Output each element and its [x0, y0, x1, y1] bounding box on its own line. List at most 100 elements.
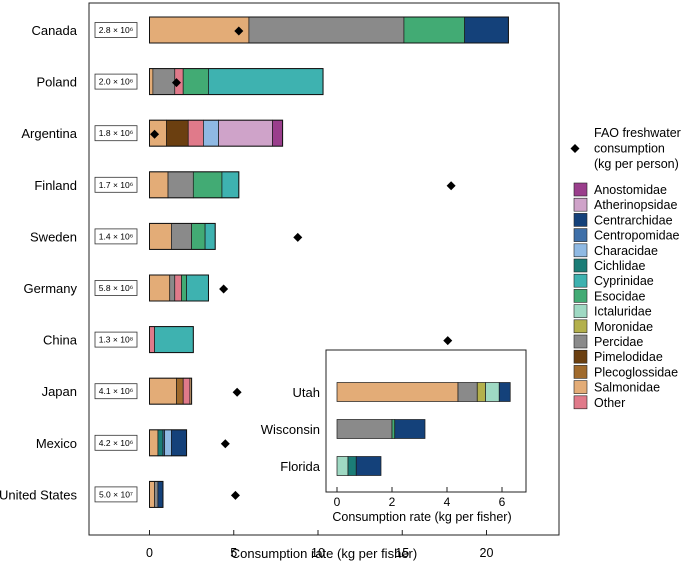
fisher-count-box — [94, 486, 138, 503]
main-x-axis: 0 5 10 15 20 — [146, 530, 493, 560]
bar-segment-germany-esocidae — [181, 274, 187, 302]
inset-segment-wisconsin-esocidae — [391, 419, 396, 439]
fao-legend-line: (kg per person) — [594, 157, 679, 171]
legend-item-anostomidae: Anostomidae — [573, 182, 667, 197]
x-tick-label-15: 15 — [395, 546, 409, 560]
fisher-count-sweden: 1.4 × 10⁶ — [94, 228, 138, 245]
bar-sweden — [149, 222, 216, 250]
fisher-count-text: 5.0 × 10⁷ — [99, 489, 133, 499]
legend-item-centropomidae: Centropomidae — [573, 228, 680, 243]
bar-segment-canada-esocidae — [403, 16, 465, 44]
inset-x-tick-label-2: 2 — [389, 495, 396, 509]
bar-china — [149, 326, 194, 354]
legend-swatch-cichlidae — [573, 258, 588, 273]
fao-diamond-united-states — [230, 490, 240, 500]
bar-outline-germany — [149, 274, 209, 302]
bar-segment-argentina-anostomidae — [272, 119, 283, 147]
x-tick-label-20: 20 — [480, 546, 494, 560]
fisher-count-argentina: 1.8 × 10⁶ — [94, 125, 138, 142]
main-bars — [149, 16, 509, 508]
fisher-count-box — [94, 125, 138, 142]
legend-label-percidae: Percidae — [594, 335, 643, 349]
bar-outline-united-states — [149, 480, 164, 508]
legend-label-cyprinidae: Cyprinidae — [594, 274, 654, 288]
fisher-count-box — [94, 73, 138, 90]
legend-swatch-moronidae — [573, 319, 588, 334]
fisher-count-text: 1.8 × 10⁶ — [99, 128, 133, 138]
country-label-germany: Germany — [24, 281, 78, 296]
bar-segment-argentina-other — [187, 119, 204, 147]
country-label-finland: Finland — [34, 178, 77, 193]
bar-outline-sweden — [149, 222, 216, 250]
fisher-count-text: 2.0 × 10⁶ — [99, 77, 133, 87]
bar-segment-mexico-salmonidae — [149, 429, 159, 457]
fao-legend-line: consumption — [594, 142, 665, 156]
legend-label-esocidae: Esocidae — [594, 289, 645, 303]
inset-segment-wisconsin-percidae — [336, 419, 393, 439]
fisher-count-germany: 5.8 × 10⁶ — [94, 280, 138, 296]
bar-segment-poland-cyprinidae — [208, 68, 324, 95]
legend-swatch-anostomidae — [573, 182, 588, 197]
legend-swatch-ictaluridae — [573, 304, 588, 318]
fao-diamond-sweden — [293, 232, 303, 242]
country-label-mexico: Mexico — [36, 436, 77, 451]
legend-item-atherinopsidae: Atherinopsidae — [573, 197, 677, 212]
legend-item-centrarchidae: Centrarchidae — [573, 213, 673, 227]
legend-label-pimelodidae: Pimelodidae — [594, 350, 663, 364]
legend-swatch-centrarchidae — [573, 213, 588, 227]
state-label-florida: Florida — [280, 459, 321, 474]
fisher-count-finland: 1.7 × 10⁶ — [94, 176, 138, 193]
fisher-count-canada: 2.8 × 10⁶ — [94, 22, 138, 38]
fao-diamond-poland — [171, 78, 181, 88]
country-label-sweden: Sweden — [30, 229, 77, 244]
bar-segment-japan-plecoglossidae — [176, 377, 184, 405]
inset-bar-utah — [336, 382, 511, 402]
bar-outline-japan — [149, 377, 193, 405]
fisher-count-box — [94, 383, 138, 400]
main-plot-frame — [88, 2, 560, 536]
bar-outline-argentina — [149, 119, 284, 147]
bar-segment-united-states-centrarchidae — [157, 481, 164, 508]
inset-x-axis: 0 2 4 6 — [334, 487, 506, 509]
bar-segment-poland-salmonidae — [149, 68, 154, 95]
fao-diamond-china — [443, 336, 453, 346]
bar-outline-poland — [149, 68, 324, 96]
bar-segment-argentina-characidae — [203, 119, 219, 147]
bar-segment-sweden-esocidae — [191, 223, 206, 250]
bar-segment-united-states-salmonidae — [149, 481, 155, 508]
fisher-count-japan: 4.1 × 10⁶ — [94, 383, 138, 400]
inset-bar-wisconsin — [336, 419, 426, 439]
legend-label-plecoglossidae: Plecoglossidae — [594, 365, 678, 379]
bar-segment-canada-salmonidae — [149, 16, 250, 44]
legend-item-esocidae: Esocidae — [573, 289, 645, 303]
legend-item-characidae: Characidae — [573, 243, 658, 258]
fisher-count-poland: 2.0 × 10⁶ — [94, 73, 138, 90]
bar-segment-germany-salmonidae — [149, 274, 171, 302]
x-tick-label-10: 10 — [311, 546, 325, 560]
fisher-count-boxes: 2.8 × 10⁶ 2.0 × 10⁶ 1.8 × 10⁶ 1.7 × 10⁶ 1.4 … — [94, 22, 138, 503]
bar-segment-argentina-atherinopsidae — [218, 119, 273, 147]
country-label-argentina: Argentina — [21, 126, 77, 141]
fisher-count-box — [94, 228, 138, 245]
bar-japan — [149, 377, 193, 405]
legend-swatch-esocidae — [573, 289, 588, 303]
legend-item-moronidae: Moronidae — [573, 319, 653, 334]
fao-legend-line: FAO freshwater — [594, 126, 681, 140]
legend-item-other: Other — [573, 395, 625, 410]
fao-diamond-mexico — [220, 439, 230, 449]
x-tick-label-0: 0 — [146, 546, 153, 560]
legend-label-moronidae: Moronidae — [594, 320, 653, 334]
fisher-count-text: 4.2 × 10⁶ — [99, 438, 133, 448]
fisher-count-text: 2.8 × 10⁶ — [99, 25, 133, 35]
fao-diamond-canada — [234, 26, 244, 36]
bar-segment-germany-other — [174, 274, 182, 302]
legend-item-ictaluridae: Ictaluridae — [573, 304, 652, 319]
inset-x-axis-label: Consumption rate (kg per fisher) — [332, 510, 511, 524]
fisher-count-box — [94, 22, 138, 38]
bar-segment-finland-esocidae — [192, 171, 223, 199]
country-label-japan: Japan — [42, 384, 77, 399]
fisher-count-box — [94, 434, 138, 451]
bar-outline-finland — [149, 171, 240, 199]
